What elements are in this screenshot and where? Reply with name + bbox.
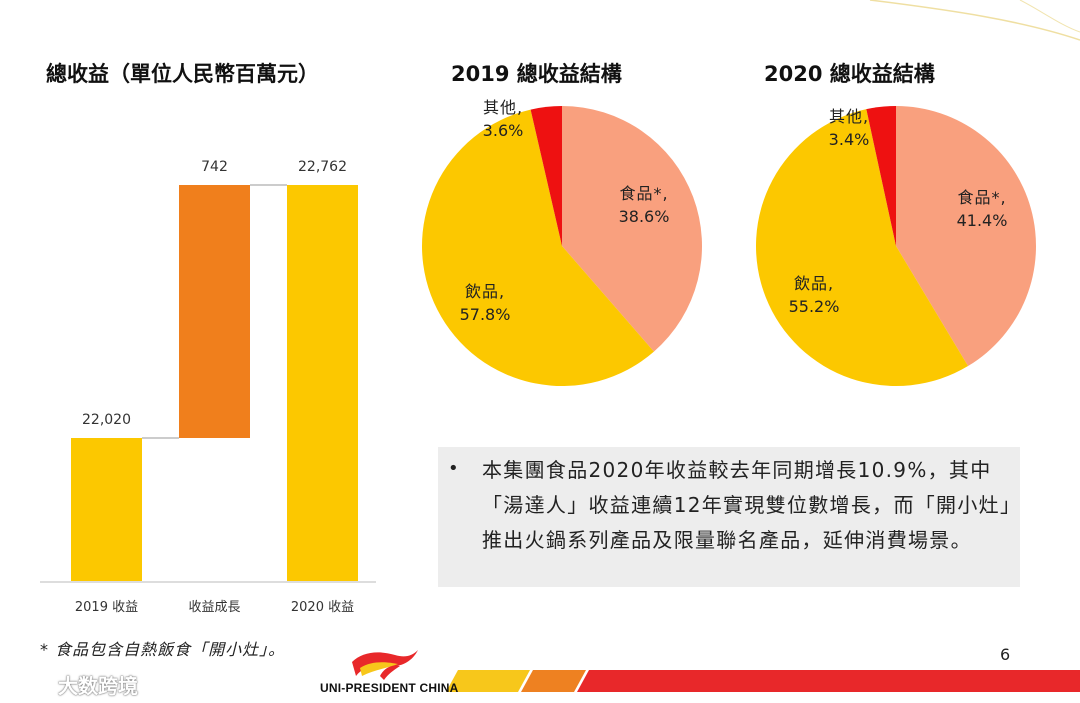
- pie-1-slice-0: [896, 105, 1036, 367]
- pie-1-slice-value-2: 3.4%: [829, 130, 870, 149]
- footnote: * 食品包含自熱飯食「開小灶」。: [40, 640, 286, 659]
- watermark: 大数跨境: [10, 670, 138, 699]
- waterfall-bar-2: [287, 185, 358, 581]
- pie-1-slice-2: [866, 106, 896, 246]
- waterfall-value-label-0: 22,020: [82, 412, 131, 428]
- waterfall-category-label-0: 2019 收益: [75, 600, 138, 615]
- pie-0-slice-0: [562, 106, 702, 352]
- pie-0-slice-name-0: 食品*,: [619, 184, 668, 203]
- waterfall-bar-0: [71, 438, 142, 581]
- logo-text: UNI-PRESIDENT CHINA: [320, 681, 459, 695]
- pie-0-slice-1: [421, 109, 654, 387]
- corner-swoosh-2: [1019, 0, 1080, 33]
- footer-stripe-red: [577, 670, 1080, 692]
- pie-1-slice-value-0: 41.4%: [957, 211, 1008, 230]
- uni-president-logo-icon: [352, 650, 418, 680]
- bullet-box: [438, 447, 1020, 587]
- pie-1-slice-name-1: 飲品,: [794, 274, 834, 293]
- pie-0-slice-value-1: 57.8%: [460, 305, 511, 324]
- pie-2020-title: 2020 總收益結構: [764, 62, 935, 86]
- pie-0-slice-2: [530, 106, 562, 246]
- pie-1-slice-name-0: 食品*,: [957, 188, 1006, 207]
- corner-swoosh: [869, 0, 1080, 41]
- waterfall-category-label-1: 收益成長: [188, 600, 240, 615]
- bullet-icon: •: [448, 458, 459, 479]
- pie-0-slice-name-2: 其他,: [483, 98, 523, 117]
- pie-2019-title: 2019 總收益結構: [451, 62, 622, 86]
- pie-0-slice-value-0: 38.6%: [619, 207, 670, 226]
- watermark-logo-icon: [12, 678, 52, 697]
- page-number: 6: [1000, 645, 1011, 664]
- pie-1-slice-name-2: 其他,: [829, 107, 869, 126]
- waterfall-chart-title: 總收益（單位人民幣百萬元）: [46, 62, 319, 86]
- footer-stripe-yellow: [446, 670, 530, 692]
- waterfall-category-label-2: 2020 收益: [291, 600, 354, 615]
- watermark-text: 大数跨境: [58, 674, 138, 698]
- pie-1-slice-1: [755, 109, 969, 387]
- waterfall-bar-1: [179, 185, 250, 438]
- pie-0-slice-name-1: 飲品,: [465, 282, 505, 301]
- waterfall-value-label-2: 22,762: [298, 159, 347, 175]
- pie-1-slice-value-1: 55.2%: [789, 297, 840, 316]
- pie-0-slice-value-2: 3.6%: [483, 121, 524, 140]
- bullet-text: 本集團食品2020年收益較去年同期增長10.9%，其中「湯達人」收益連續12年實…: [482, 458, 1012, 552]
- footer-stripe-orange: [521, 670, 586, 692]
- waterfall-value-label-1: 742: [201, 159, 228, 175]
